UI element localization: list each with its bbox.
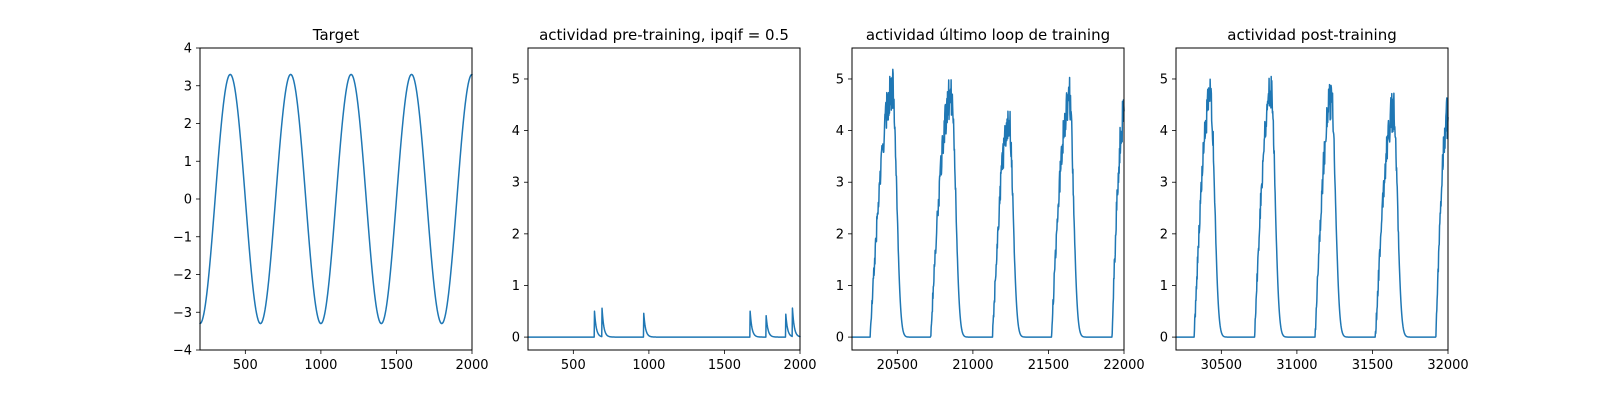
y-tick-label: 1 <box>184 155 192 170</box>
series-line-last-training-loop <box>851 68 1125 338</box>
x-tick-label: 2000 <box>783 358 816 373</box>
y-tick-label: 3 <box>512 176 520 191</box>
y-tick-label: 2 <box>184 117 192 132</box>
y-tick-label: 3 <box>184 79 192 94</box>
panel-target: Target 500 1000 1500 2000 −4 −3 −2 −1 0 1 2 3 4 <box>173 26 489 373</box>
x-tick-label: 20500 <box>877 358 918 373</box>
x-tick-label: 31000 <box>1276 358 1317 373</box>
panel-title-last-training-loop: actividad último loop de training <box>866 26 1110 44</box>
y-tick-label: 3 <box>1160 176 1168 191</box>
y-tick-label: −2 <box>173 268 192 283</box>
x-tick-label: 1000 <box>632 358 665 373</box>
axes-frame-pre-training <box>527 47 801 351</box>
y-tick-label: 4 <box>1160 124 1168 139</box>
x-tick-label: 1000 <box>304 358 337 373</box>
panel-title-target: Target <box>312 26 360 44</box>
plot-area-post-training <box>1175 75 1449 338</box>
series-line-post-training <box>1175 75 1449 338</box>
y-tick-label: −4 <box>173 344 192 359</box>
y-tick-label: 0 <box>184 193 192 208</box>
panel-title-post-training: actividad post-training <box>1227 26 1396 44</box>
x-tick-label: 1500 <box>380 358 413 373</box>
panel-title-pre-training: actividad pre-training, ipqif = 0.5 <box>539 26 789 44</box>
y-tick-label: 5 <box>512 72 520 87</box>
axes-frame-post-training <box>1175 47 1449 351</box>
x-tick-label: 31500 <box>1352 358 1393 373</box>
x-tick-label: 21500 <box>1028 358 1069 373</box>
y-tick-label: 2 <box>1160 227 1168 242</box>
series-line-target <box>199 73 473 325</box>
y-tick-label: 0 <box>1160 331 1168 346</box>
y-tick-label: 1 <box>1160 279 1168 294</box>
y-tick-label: −1 <box>173 230 192 245</box>
y-tick-label: 2 <box>836 227 844 242</box>
y-tick-label: 2 <box>512 227 520 242</box>
y-tick-label: 0 <box>836 331 844 346</box>
x-tick-label: 21000 <box>952 358 993 373</box>
panel-pre-training: actividad pre-training, ipqif = 0.5 500 1… <box>512 26 817 373</box>
plot-area-last-training-loop <box>851 68 1125 338</box>
y-tick-label: 5 <box>1160 72 1168 87</box>
y-tick-label: 4 <box>836 124 844 139</box>
series-line-pre-training <box>527 307 801 338</box>
x-tick-label: 32000 <box>1427 358 1468 373</box>
y-tick-label: 1 <box>512 279 520 294</box>
axes-frame-last-training-loop <box>851 47 1125 351</box>
y-tick-label: 5 <box>836 72 844 87</box>
panel-last-training-loop: actividad último loop de training 20500 2… <box>836 26 1145 373</box>
y-tick-label: 1 <box>836 279 844 294</box>
x-tick-label: 30500 <box>1201 358 1242 373</box>
plot-area-pre-training <box>527 307 801 338</box>
x-tick-label: 1500 <box>708 358 741 373</box>
y-tick-label: −3 <box>173 306 192 321</box>
y-tick-label: 0 <box>512 331 520 346</box>
y-tick-label: 4 <box>512 124 520 139</box>
x-tick-label: 500 <box>233 358 258 373</box>
y-tick-label: 4 <box>184 42 192 57</box>
plot-area-target <box>199 73 473 325</box>
panel-post-training: actividad post-training 30500 31000 31500 3… <box>1160 26 1469 373</box>
y-tick-label: 3 <box>836 176 844 191</box>
x-tick-label: 500 <box>561 358 586 373</box>
x-tick-label: 22000 <box>1103 358 1144 373</box>
x-tick-label: 2000 <box>455 358 488 373</box>
